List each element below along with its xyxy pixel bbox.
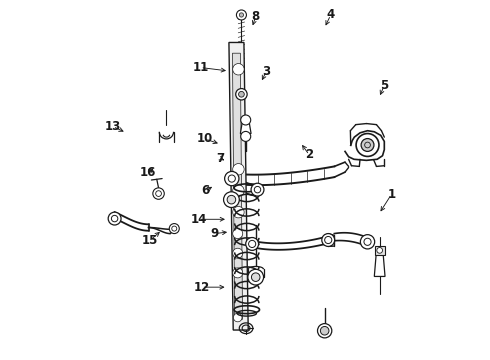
Text: 14: 14 — [191, 213, 207, 226]
Text: 3: 3 — [262, 64, 270, 77]
Circle shape — [237, 10, 246, 20]
Text: 16: 16 — [140, 166, 156, 179]
Circle shape — [233, 64, 244, 75]
Circle shape — [153, 188, 164, 199]
Circle shape — [233, 229, 243, 239]
Circle shape — [318, 324, 332, 338]
Circle shape — [245, 238, 259, 250]
Text: 7: 7 — [217, 152, 225, 165]
Circle shape — [239, 91, 245, 97]
Circle shape — [236, 89, 247, 100]
Circle shape — [360, 235, 375, 249]
Text: 9: 9 — [211, 227, 219, 240]
Text: 12: 12 — [193, 281, 210, 294]
Circle shape — [377, 248, 383, 253]
Circle shape — [233, 206, 244, 218]
Polygon shape — [241, 123, 251, 134]
Text: 1: 1 — [388, 188, 395, 201]
Text: 5: 5 — [380, 79, 389, 92]
Text: 10: 10 — [197, 132, 213, 145]
Circle shape — [227, 195, 236, 204]
Circle shape — [251, 273, 260, 282]
Polygon shape — [232, 53, 243, 319]
Circle shape — [224, 171, 239, 186]
Circle shape — [241, 115, 251, 125]
Text: 11: 11 — [192, 61, 208, 74]
Circle shape — [233, 268, 243, 278]
Text: 13: 13 — [105, 120, 121, 133]
Circle shape — [320, 327, 329, 335]
Polygon shape — [374, 255, 385, 276]
Text: 4: 4 — [327, 9, 335, 22]
Circle shape — [108, 212, 121, 225]
Text: 2: 2 — [305, 148, 314, 162]
Text: 8: 8 — [251, 10, 260, 23]
Circle shape — [233, 163, 244, 175]
Circle shape — [251, 183, 264, 196]
Circle shape — [361, 139, 374, 152]
Polygon shape — [375, 246, 385, 255]
Circle shape — [356, 134, 379, 157]
Circle shape — [239, 13, 244, 17]
Circle shape — [248, 269, 264, 285]
Text: 15: 15 — [142, 234, 159, 247]
Circle shape — [223, 192, 239, 207]
Text: 6: 6 — [201, 184, 210, 197]
Circle shape — [233, 248, 243, 258]
Circle shape — [322, 234, 335, 247]
Circle shape — [169, 224, 179, 234]
Polygon shape — [229, 42, 248, 330]
Circle shape — [233, 313, 242, 322]
Circle shape — [233, 185, 244, 197]
Circle shape — [241, 131, 251, 141]
